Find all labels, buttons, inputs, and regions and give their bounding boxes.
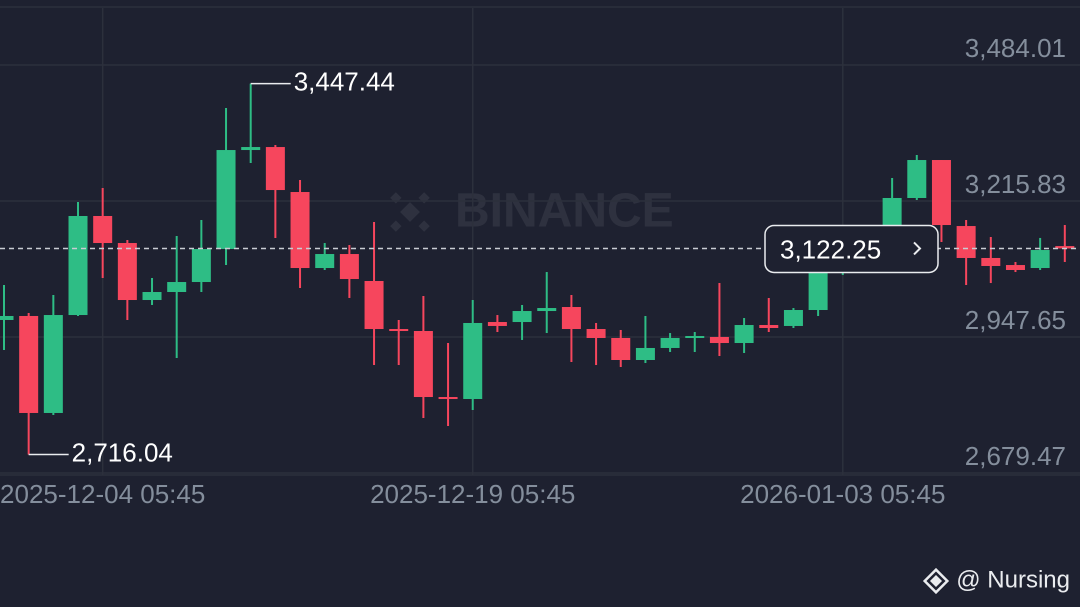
x-tick-label: 2026-01-03 05:45 — [740, 479, 945, 509]
candle-body — [734, 325, 754, 344]
candle-body — [1030, 250, 1050, 269]
candle-body — [315, 254, 335, 269]
candle-body — [561, 307, 581, 330]
watermark-text: BINANCE — [455, 185, 674, 238]
candle-body — [216, 150, 236, 250]
candle-body — [1055, 246, 1075, 249]
candle-body — [438, 397, 458, 400]
last-price-chevron — [913, 241, 922, 256]
candle-body — [364, 280, 384, 330]
candle-body — [931, 160, 951, 226]
candle-body — [512, 311, 532, 323]
y-tick-label: 2,947.65 — [965, 305, 1066, 335]
candle-body — [117, 243, 137, 301]
candle-body — [290, 192, 310, 269]
candle-body — [413, 330, 433, 398]
candle-body — [93, 215, 113, 244]
candle-body — [808, 269, 828, 311]
candle-body — [956, 226, 976, 258]
last-price-label: 3,122.25 — [780, 234, 881, 264]
candle-body — [907, 160, 927, 198]
last-price-box — [764, 224, 939, 274]
candle-body — [0, 315, 14, 320]
footer-text: @ Nursing — [956, 566, 1070, 593]
candle-body — [191, 249, 211, 283]
candle-body — [43, 315, 63, 413]
y-tick-label: 2,679.47 — [965, 441, 1066, 471]
candle-body — [685, 336, 705, 339]
candle-body — [537, 308, 557, 312]
candle-body — [660, 337, 680, 348]
candle-body — [167, 282, 187, 293]
candle-body — [142, 292, 162, 301]
x-tick-label: 2025-12-04 05:45 — [0, 479, 205, 509]
candle-body — [389, 329, 409, 332]
y-tick-label: 3,484.01 — [965, 33, 1066, 63]
candle-body — [611, 337, 631, 360]
tick-layer: 2,679.47 2,947.65 3,215.83 3,484.01 2025-12-… — [0, 33, 1066, 509]
footer: @ Nursing — [922, 566, 1070, 595]
candle-body — [463, 322, 483, 399]
annotation-label: 2,716.04 — [72, 437, 173, 467]
candle-body — [981, 257, 1001, 266]
candle-body — [783, 310, 803, 326]
candle-body — [635, 347, 655, 360]
candle-body — [241, 147, 261, 151]
candle-body — [487, 322, 507, 326]
y-tick-label: 3,215.83 — [965, 169, 1066, 199]
candle-body — [709, 336, 729, 344]
candle-body — [759, 325, 779, 329]
candle-body — [19, 315, 39, 413]
candle-body — [1005, 265, 1025, 270]
candle-body — [586, 329, 606, 338]
annotation-label: 3,447.44 — [294, 66, 395, 96]
candle-body — [339, 254, 359, 280]
x-tick-label: 2025-12-19 05:45 — [370, 479, 575, 509]
candle-body — [265, 147, 285, 191]
annotations: 3,447.44 2,716.04 3,122.25 — [0, 66, 1080, 467]
candle-body — [68, 215, 88, 316]
